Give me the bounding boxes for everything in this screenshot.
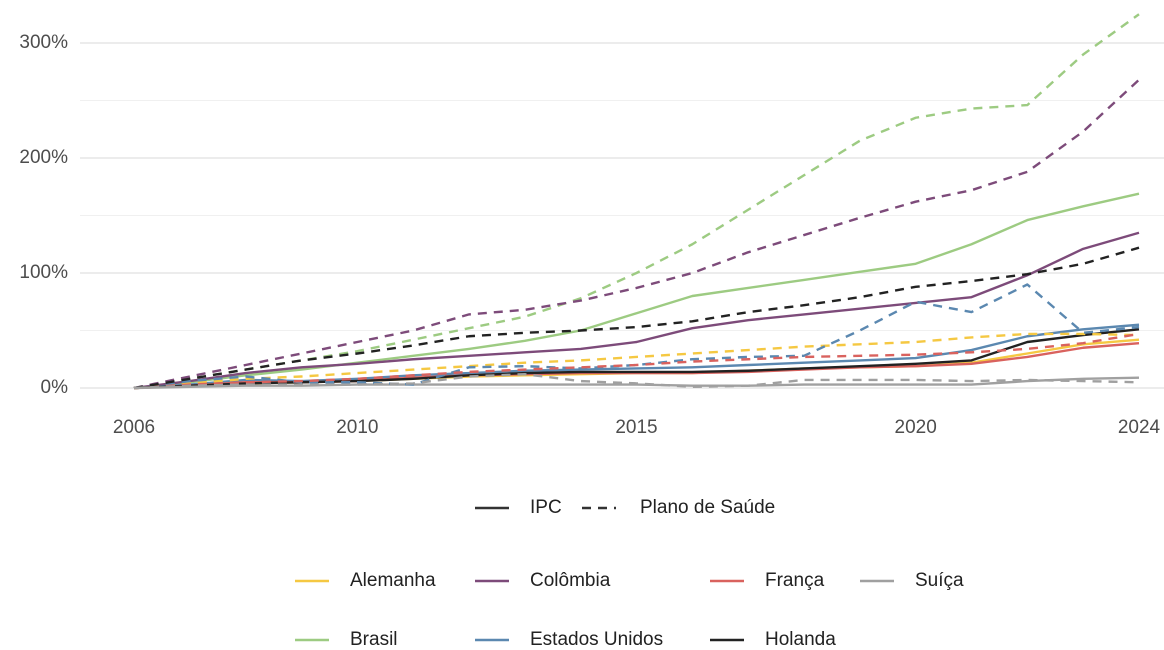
data-line <box>133 332 1140 390</box>
legend-label: Brasil <box>350 629 398 650</box>
data-line <box>133 192 1140 390</box>
y-tick-label: 100% <box>19 262 68 283</box>
x-tick-label: 2015 <box>615 417 657 438</box>
data-line <box>133 78 1140 390</box>
data-line <box>133 328 1140 390</box>
legend-label: Plano de Saúde <box>640 497 775 518</box>
y-tick-label: 0% <box>41 377 69 398</box>
legend-label: Holanda <box>765 629 836 650</box>
legend-label: Estados Unidos <box>530 629 663 650</box>
data-line <box>133 332 1140 390</box>
legend-label: Suíça <box>915 570 964 591</box>
x-tick-label: 2020 <box>895 417 937 438</box>
x-tick-label: 2006 <box>113 417 155 438</box>
y-tick-label: 300% <box>19 32 68 53</box>
legend-label: Colômbia <box>530 570 611 591</box>
x-tick-label: 2010 <box>336 417 378 438</box>
data-line <box>133 13 1140 390</box>
x-tick-label: 2024 <box>1118 417 1161 438</box>
legend-label: França <box>765 570 825 591</box>
legend-label: Alemanha <box>350 570 436 591</box>
data-line <box>133 373 1140 390</box>
y-tick-label: 200% <box>19 147 68 168</box>
data-line <box>133 231 1140 390</box>
data-line <box>133 246 1140 390</box>
legend-label: IPC <box>530 497 562 518</box>
